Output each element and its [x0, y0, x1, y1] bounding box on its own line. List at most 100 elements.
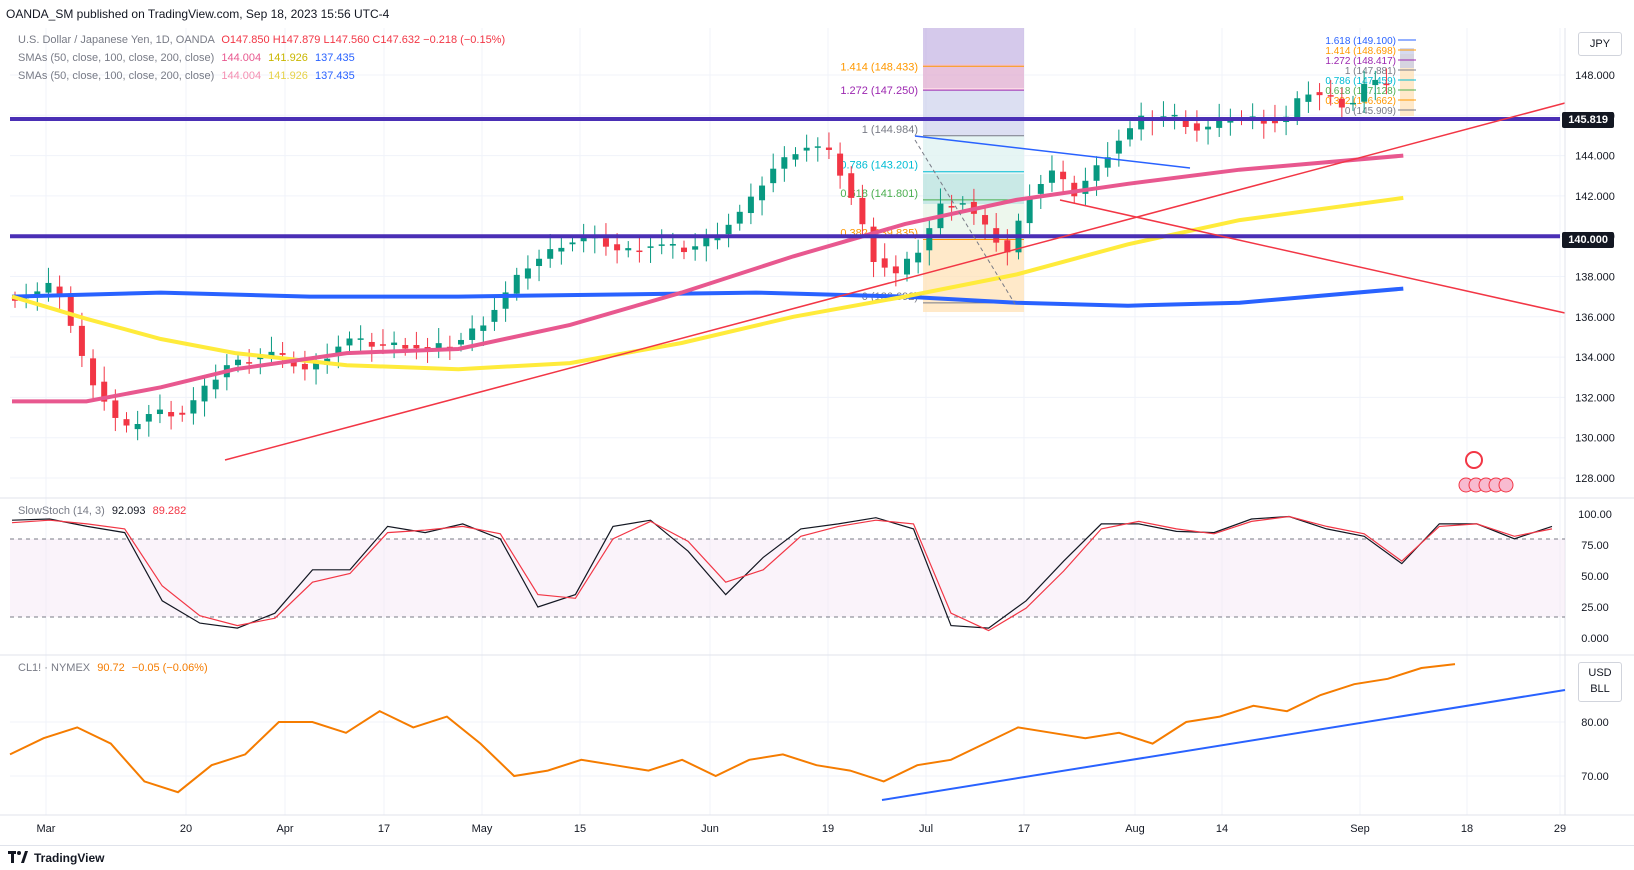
- main-legend-row1: U.S. Dollar / Japanese Yen, 1D, OANDA O1…: [18, 34, 505, 46]
- candle-body: [1205, 126, 1212, 130]
- sma200-value: 137.435: [314, 70, 355, 82]
- candle-body: [156, 409, 163, 415]
- oil-unit-barrel: BLL: [1590, 683, 1610, 695]
- candle-body: [692, 246, 699, 250]
- candle-body: [681, 247, 687, 253]
- candle-body: [168, 412, 175, 417]
- fib-label: 0.786 (143.201): [840, 160, 918, 172]
- candle-body: [1115, 140, 1122, 154]
- candle-body: [647, 246, 654, 248]
- oil-legend[interactable]: CL1! · NYMEX 90.72 −0.05 (−0.06%): [18, 662, 208, 674]
- event-icon[interactable]: [1498, 477, 1514, 493]
- candle-body: [1026, 197, 1033, 224]
- candle-body: [614, 244, 621, 251]
- candle-body: [602, 238, 609, 247]
- price-tick-label: 128.000: [1575, 473, 1615, 485]
- candle-body: [1294, 98, 1301, 118]
- time-tick-label: Apr: [276, 823, 293, 835]
- candle-body: [1004, 240, 1011, 253]
- candle-body: [513, 274, 520, 294]
- candle-body: [915, 252, 922, 263]
- sma-label: SMAs (50, close, 100, close, 200, close): [18, 52, 215, 64]
- candle-body: [770, 168, 777, 184]
- time-tick-label: 20: [180, 823, 192, 835]
- time-tick-label: Jun: [701, 823, 719, 835]
- tradingview-brand[interactable]: TradingView: [34, 851, 105, 865]
- candle-body: [792, 154, 799, 160]
- crude-oil-trendline[interactable]: [881, 689, 1566, 801]
- sma-label: SMAs (50, close, 100, close, 200, close): [18, 70, 215, 82]
- price-tag-lower[interactable]: 140.000: [1562, 232, 1614, 248]
- price-tick-label: 144.000: [1575, 151, 1615, 163]
- candle-body: [580, 237, 587, 242]
- candle-body: [658, 244, 665, 246]
- stoch-k-value: 92.093: [111, 505, 146, 517]
- fib-label: 1 (147.881): [1345, 66, 1396, 77]
- candle-body: [1271, 120, 1278, 124]
- candle-body: [1138, 115, 1145, 130]
- stoch-tick-label: 50.00: [1581, 571, 1609, 583]
- candle-body: [357, 338, 364, 340]
- price-tick-label: 138.000: [1575, 272, 1615, 284]
- price-tick-label: 132.000: [1575, 392, 1615, 404]
- candle-body: [892, 266, 899, 274]
- stoch-tick-label: 0.000: [1581, 633, 1609, 645]
- candle-body: [201, 385, 208, 402]
- rising-trendline[interactable]: [224, 102, 1566, 461]
- crude-oil-line: [9, 663, 1456, 794]
- candle-body: [1193, 123, 1200, 131]
- sma-legend-row2[interactable]: SMAs (50, close, 100, close, 200, close)…: [18, 70, 355, 82]
- price-tag-upper[interactable]: 145.819: [1562, 112, 1614, 128]
- candle-body: [982, 215, 989, 225]
- grid: [10, 28, 1565, 815]
- time-tick-label: 14: [1216, 823, 1228, 835]
- chart-canvas[interactable]: 1 (144.984) 0.786 (143.201) 0.618 (141.801…: [0, 0, 1634, 845]
- time-tick-label: 19: [822, 823, 834, 835]
- candle-body: [12, 298, 18, 301]
- us-flag-icon[interactable]: [1465, 451, 1483, 469]
- candle-body: [959, 203, 966, 205]
- candle-body: [56, 286, 63, 296]
- candle-body: [825, 147, 832, 150]
- time-tick-label: May: [472, 823, 493, 835]
- candle-body: [402, 345, 409, 349]
- candle-body: [268, 351, 275, 357]
- fib-label: 0.618 (141.801): [840, 188, 918, 200]
- fib-label: 1.272 (147.250): [840, 85, 918, 97]
- stoch-legend[interactable]: SlowStoch (14, 3) 92.093 89.282: [18, 505, 186, 517]
- candle-body: [469, 328, 476, 340]
- fib-label: 1.272 (148.417): [1325, 56, 1396, 67]
- falling-trendline[interactable]: [1059, 199, 1566, 314]
- candle-body: [502, 292, 509, 309]
- currency-unit-button[interactable]: JPY: [1578, 32, 1622, 56]
- candle-body: [235, 359, 241, 366]
- symbol-name: U.S. Dollar / Japanese Yen, 1D, OANDA: [18, 34, 215, 46]
- price-tick-label: 142.000: [1575, 191, 1615, 203]
- candle-body: [313, 362, 320, 370]
- candle-body: [1305, 94, 1312, 102]
- candle-body: [558, 247, 565, 252]
- sma200-value: 137.435: [314, 52, 355, 64]
- tradingview-logo-icon[interactable]: [8, 851, 28, 863]
- time-axis-labels[interactable]: Mar 20 Apr 17 May 15 Jun 19 Jul 17 Aug 14 Sep 18 29: [37, 823, 1567, 835]
- candle-body: [190, 400, 197, 414]
- candle-body: [1182, 117, 1189, 127]
- candle-body: [1372, 79, 1379, 86]
- candle-body: [524, 268, 531, 279]
- candle-body: [368, 341, 375, 347]
- time-tick-label: 17: [378, 823, 390, 835]
- price-tick-label: 134.000: [1575, 352, 1615, 364]
- candle-body: [145, 414, 152, 422]
- candle-body: [123, 419, 130, 426]
- time-tick-label: 29: [1554, 823, 1566, 835]
- oil-unit-button[interactable]: USD BLL: [1578, 662, 1622, 702]
- fib-label: 1.414 (148.698): [1325, 46, 1396, 57]
- economic-event-icons[interactable]: [1458, 451, 1514, 493]
- sma-legend-row1[interactable]: SMAs (50, close, 100, close, 200, close)…: [18, 52, 355, 64]
- sma-50-line: [12, 153, 1404, 404]
- candle-body: [1383, 83, 1390, 86]
- candle-body: [814, 146, 821, 148]
- pennant-top-line[interactable]: [914, 135, 1191, 169]
- candle-body: [636, 250, 643, 253]
- candle-body: [1127, 128, 1133, 140]
